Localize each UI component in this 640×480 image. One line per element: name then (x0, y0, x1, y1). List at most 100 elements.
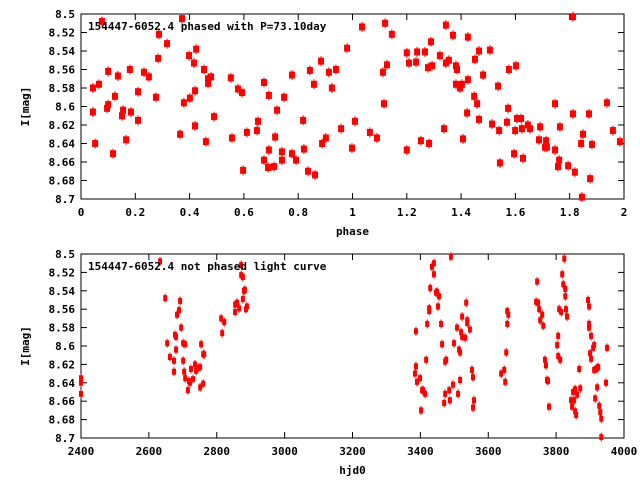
data-point (589, 355, 594, 362)
y-tick-label: 8.56 (49, 64, 76, 77)
data-point (569, 13, 576, 21)
data-point (192, 87, 199, 95)
data-point (242, 286, 247, 293)
data-point (388, 30, 395, 38)
data-point (439, 320, 444, 327)
data-point (413, 58, 420, 66)
data-point (163, 295, 168, 302)
data-point (181, 340, 186, 347)
data-point (310, 80, 317, 88)
data-point (180, 99, 187, 107)
data-point (471, 397, 476, 404)
data-point (178, 15, 185, 23)
data-point (186, 94, 193, 102)
data-point (559, 308, 564, 315)
data-point (595, 384, 600, 391)
data-point (435, 288, 440, 295)
data-point (193, 361, 198, 368)
y-tick-label: 8.68 (49, 414, 76, 427)
data-point (165, 340, 170, 347)
data-point (471, 55, 478, 63)
data-point (587, 324, 592, 331)
data-point (503, 118, 510, 126)
y-tick-label: 8.5 (55, 248, 75, 261)
data-point (110, 150, 117, 158)
x-tick-label: 0.2 (125, 206, 145, 219)
data-point (534, 298, 539, 305)
data-point (366, 128, 373, 136)
data-point (503, 378, 508, 385)
y-tick-label: 8.7 (55, 432, 75, 445)
data-point (417, 137, 424, 145)
data-point (186, 52, 193, 60)
data-point (202, 351, 207, 358)
data-point (578, 385, 583, 392)
data-point (92, 140, 99, 147)
data-point (451, 340, 456, 347)
data-point (464, 33, 471, 41)
data-point (181, 357, 186, 364)
data-point (255, 117, 262, 125)
data-point (281, 93, 288, 101)
data-point (599, 434, 604, 441)
data-point (561, 281, 566, 288)
data-point (464, 109, 471, 117)
data-point (198, 384, 203, 391)
data-point (427, 38, 434, 46)
data-point (219, 315, 224, 322)
data-point (123, 136, 130, 144)
data-point (332, 66, 339, 73)
data-point (265, 164, 272, 172)
data-point (571, 389, 576, 395)
data-point (486, 46, 493, 54)
data-point (190, 376, 195, 383)
data-point (244, 303, 249, 310)
data-point (190, 59, 197, 67)
data-point (304, 167, 311, 175)
plot-frame (80, 253, 625, 439)
data-point (319, 140, 326, 147)
data-point (460, 313, 465, 320)
plot-frame (80, 13, 625, 200)
x-tick-label: 4000 (611, 445, 638, 458)
data-point (240, 166, 247, 174)
data-point (502, 366, 507, 373)
data-point (425, 320, 430, 327)
data-point (480, 71, 487, 79)
x-tick-label: 3800 (543, 445, 570, 458)
data-point (414, 378, 419, 385)
data-point (447, 387, 452, 394)
data-point (555, 163, 562, 171)
data-point (202, 138, 209, 146)
y-tick-label: 8.5 (55, 8, 75, 21)
data-point (98, 17, 105, 25)
data-point (260, 156, 267, 164)
x-tick-label: 0.6 (234, 206, 254, 219)
data-point (460, 333, 465, 340)
data-point (177, 130, 184, 138)
data-point (271, 163, 278, 171)
data-point (79, 379, 83, 386)
data-point (452, 80, 459, 88)
data-point (167, 354, 172, 361)
x-axis-label: phase (336, 225, 369, 238)
data-point (359, 23, 366, 31)
data-point (512, 127, 519, 135)
data-point (543, 137, 550, 145)
data-point (456, 390, 461, 397)
data-point (429, 62, 436, 70)
data-point (79, 390, 83, 397)
y-tick-label: 8.54 (49, 45, 76, 58)
y-tick-label: 8.66 (49, 395, 76, 408)
data-point (243, 128, 250, 136)
x-tick-label: 0.4 (180, 206, 200, 219)
data-point (193, 45, 200, 53)
data-point (164, 40, 171, 48)
y-tick-label: 8.52 (49, 266, 76, 279)
data-point (234, 85, 241, 93)
data-point (564, 313, 569, 320)
y-tick-label: 8.7 (55, 193, 75, 206)
y-tick-label: 8.6 (55, 101, 75, 114)
data-point (524, 121, 531, 129)
data-point (518, 125, 525, 133)
